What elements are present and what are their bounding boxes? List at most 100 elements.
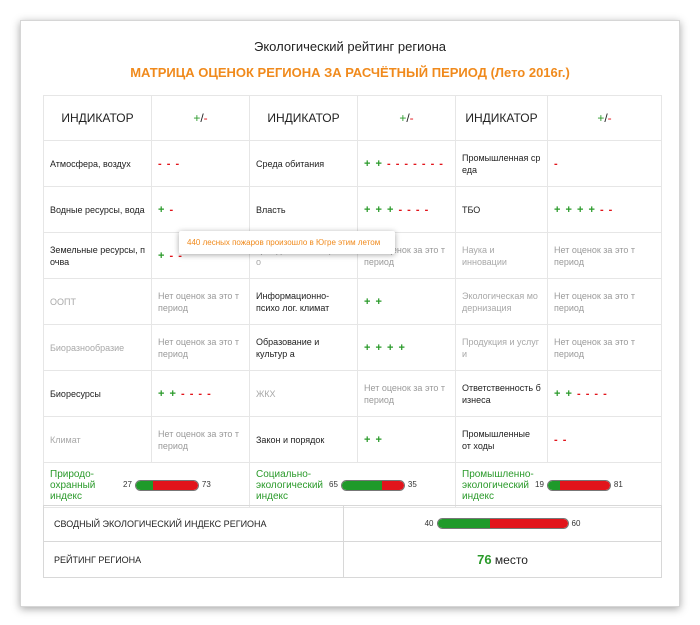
summary-negative-fill [489,519,568,528]
score-marks-group: + - - [158,250,183,262]
slash-sign: / [604,111,608,125]
score-marks: - - [547,416,662,463]
rating-row: РЕЙТИНГ РЕГИОНА 76 место [43,541,662,578]
indicator-name: Информационно-психо лог. климат [249,278,358,325]
index-negative-fill [559,480,610,490]
minus-sign: - [409,111,414,125]
score-marks-group: + + + - - - - [364,204,429,216]
indicator-name: Закон и порядок [249,416,358,463]
group-index-label: Социально-экологический индекс [256,468,323,502]
group-index-label: Промышленно-экологический индекс [462,468,534,502]
summary-positive-value: 40 [424,519,434,528]
score-marks: + + - - - - [151,370,250,417]
score-marks: + + + - - - - [357,186,456,233]
plus-marks: + + [554,387,573,400]
matrix-row: Биоразнообразие Нет оценок за это т перио… [43,324,662,371]
minus-marks: - - - - [398,203,430,216]
group-index-bar [546,479,611,491]
plus-marks: + + + + [554,203,596,216]
group-index-cell: Промышленно-экологический индекс 19 81 [455,462,662,508]
index-row: Природо-охранный индекс 27 73 Социально-эко… [43,462,662,508]
summary-index-cell: 40 60 [343,505,662,542]
summary-negative-value: 60 [571,519,581,528]
plus-sign: + [193,111,201,125]
score-marks: + + + + [357,324,456,371]
group-index-bar [340,479,405,491]
index-positive-fill [341,480,383,490]
index-positive-value: 19 [535,480,544,489]
group-index-cell: Природо-охранный индекс 27 73 [43,462,250,508]
indicator-name: Промышленная ср еда [455,140,548,187]
indicator-name: Биоресурсы [43,370,152,417]
plus-minus-header: +/- [151,95,250,141]
no-evaluation-note: Нет оценок за это т период [357,370,456,417]
score-marks: - [547,140,662,187]
summary-index-label: СВОДНЫЙ ЭКОЛОГИЧЕСКИЙ ИНДЕКС РЕГИОНА [43,505,344,542]
indicator-name: Ответственность б изнеса [455,370,548,417]
plus-marks: + [158,249,166,262]
minus-marks: - - - [158,157,181,170]
minus-marks: - [554,157,559,170]
indicator-name: Среда обитания [249,140,358,187]
rating-label: РЕЙТИНГ РЕГИОНА [43,541,344,578]
slash-sign: / [406,111,410,125]
group-index-bar [134,479,199,491]
score-marks-group: + + - - - - [158,388,212,400]
indicator-header: ИНДИКАТОР [249,95,358,141]
plus-marks: + + [364,433,383,446]
rating-place: 76 [477,552,492,567]
score-marks: + + [357,416,456,463]
group-index-cell: Социально-экологический индекс 65 35 [249,462,456,508]
index-negative-fill [152,480,198,490]
plus-minus-header: +/- [357,95,456,141]
score-marks-group: + + [364,296,383,308]
matrix-row: Земельные ресурсы, п очва+ - -Гражданско… [43,232,662,279]
minus-marks: - - [599,203,614,216]
index-negative-value: 35 [407,480,417,489]
summary-positive-fill [437,519,490,528]
plus-marks: + + [158,387,177,400]
no-evaluation-note: Нет оценок за это т период [151,278,250,325]
indicator-matrix: ИНДИКАТОР +/- ИНДИКАТОР +/- ИНДИКАТОР +/… [43,95,662,508]
index-positive-value: 65 [329,480,338,489]
index-positive-fill [547,480,560,490]
matrix-row: ООПТ Нет оценок за это т период Информацио… [43,278,662,325]
score-marks: + + [357,278,456,325]
score-marks-group: + + + + - - [554,204,613,216]
plus-marks: + + + [364,203,395,216]
score-marks-group: + + [364,434,383,446]
page-subtitle: МАТРИЦА ОЦЕНОК РЕГИОНА ЗА РАСЧЁТНЫЙ ПЕРИ… [130,65,570,80]
score-marks-group: - [554,158,559,170]
plus-marks: + + [364,295,383,308]
index-positive-fill [135,480,153,490]
score-marks-group: + - [158,204,174,216]
indicator-name: ООПТ [43,278,152,325]
indicator-name: Наука и инновации [455,232,548,279]
score-marks: + - [151,186,250,233]
rating-cell: 76 место [343,541,662,578]
score-marks-group: + + + + [364,342,406,354]
matrix-row: Климат Нет оценок за это т период Закон и … [43,416,662,463]
plus-marks: + + [364,157,383,170]
index-negative-value: 81 [613,480,623,489]
score-marks-group: + + - - - - [554,388,608,400]
index-positive-value: 27 [123,480,132,489]
indicator-name: Образование и культур а [249,324,358,371]
indicator-name: ТБО [455,186,548,233]
indicator-name: Экологическая мо дернизация [455,278,548,325]
score-marks: + + - - - - [547,370,662,417]
minus-sign: - [203,111,208,125]
rating-panel: Экологический рейтинг региона МАТРИЦА ОЦ… [20,20,680,607]
minus-marks: - - - - - - - [386,157,444,170]
indicator-header: ИНДИКАТОР [43,95,152,141]
minus-marks: - - [554,433,568,446]
plus-minus-header: +/- [547,95,662,141]
plus-marks: + [158,203,166,216]
indicator-header: ИНДИКАТОР [455,95,548,141]
minus-sign: - [607,111,612,125]
minus-marks: - - - - [576,387,608,400]
minus-marks: - [169,203,175,216]
tooltip: 440 лесных пожаров произошло в Югре этим… [179,231,395,254]
matrix-row: Водные ресурсы, вода + - Власть + + + - - -… [43,186,662,233]
minus-marks: - - - - [180,387,212,400]
